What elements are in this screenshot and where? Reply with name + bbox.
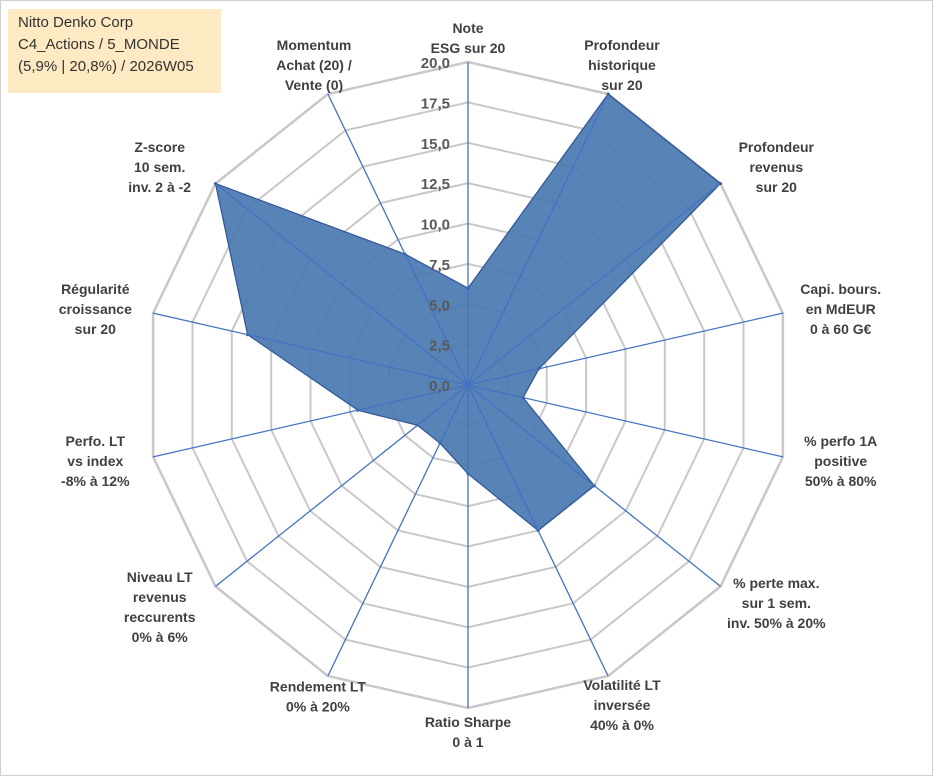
axis-label-line: 0 à 1	[452, 734, 483, 750]
tick-label-6: 15,0	[421, 136, 450, 153]
axis-label-2: Profondeur revenus sur 20	[739, 139, 815, 195]
axis-label-line: inversée	[594, 697, 651, 713]
axis-label-13: Momentum Achat (20) / Vente (0)	[276, 37, 352, 93]
tick-label-0: 0,0	[429, 378, 450, 395]
axis-label-line: croissance	[59, 301, 132, 317]
axis-label-line: % perfo 1A	[804, 433, 877, 449]
tick-label-3: 7,5	[429, 257, 450, 274]
axis-label-12: Z-score 10 sem. inv. 2 à -2	[128, 139, 191, 195]
axis-label-0: Note ESG sur 20	[431, 20, 506, 56]
axis-label-line: Niveau LT	[127, 569, 193, 585]
axis-label-line: Z-score	[134, 139, 185, 155]
axis-label-line: Profondeur	[739, 139, 815, 155]
axis-label-line: Profondeur	[584, 37, 660, 53]
portfolio-name: C4_Actions / 5_MONDE	[18, 36, 180, 53]
axis-label-line: Régularité	[61, 281, 130, 297]
spoke-3	[467, 312, 784, 386]
info-box: Nitto Denko Corp C4_Actions / 5_MONDE (5…	[8, 9, 221, 93]
axis-label-line: sur 20	[75, 321, 116, 337]
axis-label-line: Momentum	[277, 37, 352, 53]
tick-label-7: 17,5	[421, 95, 450, 112]
axis-label-line: inv. 50% à 20%	[727, 615, 826, 631]
axis-label-line: en MdEUR	[806, 301, 876, 317]
tick-label-5: 12,5	[421, 176, 450, 193]
spoke-5	[467, 384, 721, 587]
axis-label-line: reccurents	[124, 609, 196, 625]
axis-label-line: % perte max.	[733, 575, 819, 591]
stats-line: (5,9% | 20,8%) / 2026W05	[18, 58, 194, 75]
axis-label-11: Régularité croissance sur 20	[59, 281, 132, 337]
axis-label-line: Volatilité LT	[583, 677, 661, 693]
axis-label-line: historique	[588, 57, 656, 73]
spoke-13	[327, 93, 469, 386]
axis-label-line: Vente (0)	[285, 77, 343, 93]
axis-label-line: -8% à 12%	[61, 473, 130, 489]
axis-label-line: Rendement LT	[270, 679, 367, 695]
spoke-11	[152, 312, 469, 386]
axis-label-line: Capi. bours.	[800, 281, 881, 297]
tick-label-8: 20,0	[421, 55, 450, 72]
axis-label-line: sur 20	[756, 179, 797, 195]
spoke-10	[152, 384, 469, 458]
axis-label-line: 50% à 80%	[805, 473, 877, 489]
company-name: Nitto Denko Corp	[18, 14, 134, 31]
spoke-12	[215, 183, 469, 386]
tick-label-2: 5,0	[429, 297, 450, 314]
axis-label-line: 0 à 60 G€	[810, 321, 872, 337]
axis-label-8: Rendement LT 0% à 20%	[270, 679, 367, 715]
axis-label-line: revenus	[749, 159, 803, 175]
spoke-1	[467, 93, 609, 386]
axis-label-line: sur 1 sem.	[742, 595, 811, 611]
axis-label-line: sur 20	[601, 77, 642, 93]
axis-label-line: 0% à 6%	[132, 629, 189, 645]
tick-label-1: 2,5	[429, 338, 450, 355]
axis-label-line: Achat (20) /	[276, 57, 352, 73]
axis-label-5: % perte max. sur 1 sem. inv. 50% à 20%	[727, 575, 826, 631]
axis-label-10: Perfo. LT vs index -8% à 12%	[61, 433, 130, 489]
axis-label-4: % perfo 1A positive 50% à 80%	[804, 433, 877, 489]
spoke-8	[327, 384, 469, 677]
axis-label-line: Ratio Sharpe	[425, 714, 512, 730]
axis-label-6: Volatilité LT inversée 40% à 0%	[583, 677, 661, 733]
spoke-9	[215, 384, 469, 587]
radar-spokes	[152, 62, 784, 708]
spoke-4	[467, 384, 784, 458]
axis-label-9: Niveau LT revenus reccurents 0% à 6%	[124, 569, 196, 645]
axis-label-line: 0% à 20%	[286, 699, 350, 715]
axis-label-line: Perfo. LT	[65, 433, 125, 449]
radial-tick-labels: 0,0 2,5 5,0 7,5 10,0 12,5 15,0 17,5 20,0	[421, 55, 450, 395]
axis-label-line: 10 sem.	[134, 159, 185, 175]
axis-label-line: ESG sur 20	[431, 40, 506, 56]
axis-label-1: Profondeur historique sur 20	[584, 37, 660, 93]
axis-label-7: Ratio Sharpe 0 à 1	[425, 714, 512, 750]
axis-label-line: Note	[452, 20, 483, 36]
spoke-2	[467, 183, 721, 386]
axis-label-3: Capi. bours. en MdEUR 0 à 60 G€	[800, 281, 881, 337]
axis-label-line: positive	[814, 453, 867, 469]
axis-label-line: vs index	[67, 453, 123, 469]
axis-label-line: 40% à 0%	[590, 717, 654, 733]
axis-label-line: inv. 2 à -2	[128, 179, 191, 195]
spoke-6	[467, 384, 609, 677]
axis-label-line: revenus	[133, 589, 187, 605]
tick-label-4: 10,0	[421, 217, 450, 234]
axis-labels: Note ESG sur 20 Profondeur historique sur 20…	[59, 20, 881, 750]
